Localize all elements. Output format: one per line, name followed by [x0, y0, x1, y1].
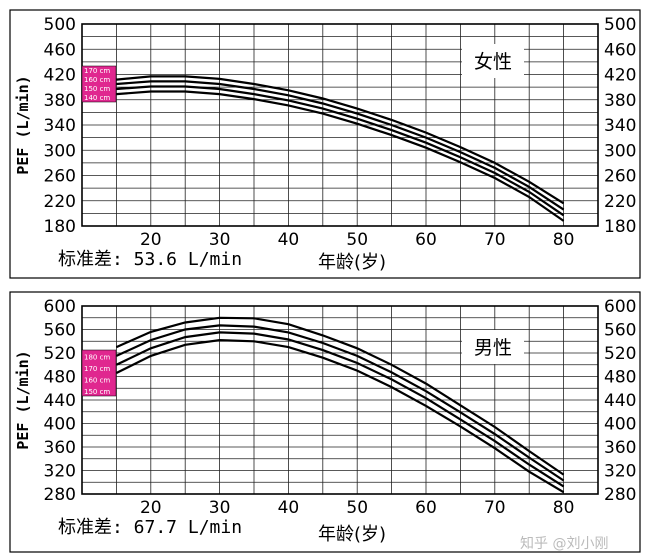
series-line — [115, 316, 565, 476]
std-dev-text: 标准差: 53.6 L/min — [58, 249, 242, 270]
y-tick-label-right: 400 — [604, 415, 636, 435]
y-tick-label-left: 340 — [44, 116, 76, 136]
legend-entry: 160 cm — [84, 76, 110, 84]
watermark-text: 知乎 @刘小刚 — [520, 535, 608, 552]
y-tick-label-left: 500 — [44, 15, 76, 35]
y-tick-label-left: 320 — [44, 462, 76, 482]
y-tick-label-right: 560 — [604, 321, 636, 341]
sex-label-box — [462, 44, 524, 78]
sex-label: 男性 — [474, 337, 512, 359]
y-tick-label-left: 220 — [44, 192, 76, 212]
y-tick-label-left: 280 — [44, 485, 76, 505]
legend-entry: 180 cm — [84, 354, 110, 362]
female-panel: 500 500 460 460 420 420 380 380 340 340 300 300 260 2… — [9, 9, 641, 279]
y-tick-label-left: 380 — [44, 91, 76, 111]
plot-frame — [81, 305, 599, 495]
legend-entry: 170 cm — [84, 67, 110, 75]
y-tick-label-right: 500 — [604, 15, 636, 35]
panel-border — [9, 9, 641, 279]
series-line — [115, 324, 565, 482]
x-tick-label: 70 — [484, 230, 506, 250]
x-tick-label: 80 — [553, 230, 575, 250]
y-tick-label-right: 320 — [604, 462, 636, 482]
y-tick-label-left: 560 — [44, 321, 76, 341]
y-tick-label-right: 440 — [604, 391, 636, 411]
x-tick-label: 50 — [346, 498, 368, 518]
y-tick-label-right: 520 — [604, 344, 636, 364]
y-tick-label-left: 460 — [44, 40, 76, 60]
std-dev-text: 标准差: 67.7 L/min — [58, 517, 242, 538]
y-tick-label-right: 260 — [604, 167, 636, 187]
y-tick-label-left: 360 — [44, 438, 76, 458]
x-tick-label: 20 — [140, 230, 162, 250]
legend-entry: 150 cm — [84, 388, 110, 396]
y-tick-label-right: 340 — [604, 116, 636, 136]
series-line — [115, 338, 565, 494]
legend-entry: 140 cm — [84, 94, 110, 102]
panel-border — [9, 291, 641, 553]
y-tick-label-left: 480 — [44, 368, 76, 388]
y-tick-label-left: 420 — [44, 66, 76, 86]
series-line — [116, 90, 565, 222]
y-tick-label-left: 400 — [44, 415, 76, 435]
y-tick-label-right: 180 — [604, 217, 636, 237]
series-line — [116, 85, 565, 217]
x-tick-label: 70 — [484, 498, 506, 518]
y-tick-label-left: 260 — [44, 167, 76, 187]
series-line — [116, 75, 565, 205]
y-tick-label-right: 220 — [604, 192, 636, 212]
y-tick-label-right: 460 — [604, 40, 636, 60]
series-line — [115, 331, 565, 488]
legend-entry: 170 cm — [84, 365, 110, 373]
x-tick-label: 20 — [140, 498, 162, 518]
y-tick-label-right: 300 — [604, 141, 636, 161]
x-tick-label: 40 — [278, 230, 300, 250]
legend-entry: 150 cm — [84, 85, 110, 93]
x-tick-label: 30 — [209, 498, 231, 518]
y-tick-label-left: 520 — [44, 344, 76, 364]
x-tick-label: 60 — [415, 230, 437, 250]
height-legend-box — [81, 349, 117, 397]
y-tick-label-right: 420 — [604, 66, 636, 86]
height-legend-box — [81, 65, 117, 103]
male-panel: 600 600 560 560 520 520 480 480 440 440 400 400 360 3… — [9, 291, 641, 553]
sex-label-box — [462, 330, 524, 364]
y-tick-label-right: 600 — [604, 297, 636, 317]
y-tick-label-left: 600 — [44, 297, 76, 317]
y-tick-label-left: 440 — [44, 391, 76, 411]
x-tick-label: 60 — [415, 498, 437, 518]
y-tick-label-right: 360 — [604, 438, 636, 458]
y-tick-label-right: 380 — [604, 91, 636, 111]
y-tick-label-left: 300 — [44, 141, 76, 161]
x-axis-label: 年龄(岁) — [318, 252, 386, 273]
y-tick-label-right: 280 — [604, 485, 636, 505]
x-tick-label: 30 — [209, 230, 231, 250]
y-tick-label-right: 480 — [604, 368, 636, 388]
x-tick-label: 80 — [553, 498, 575, 518]
legend-entry: 160 cm — [84, 377, 110, 385]
y-axis-label: PEF (L/min) — [14, 75, 32, 174]
x-tick-label: 40 — [278, 498, 300, 518]
series-line — [116, 80, 565, 211]
y-tick-label-left: 180 — [44, 217, 76, 237]
y-axis-label: PEF (L/min) — [14, 350, 32, 449]
sex-label: 女性 — [474, 51, 512, 73]
x-tick-label: 50 — [346, 230, 368, 250]
plot-frame — [81, 23, 599, 227]
x-axis-label: 年龄(岁) — [318, 524, 386, 545]
